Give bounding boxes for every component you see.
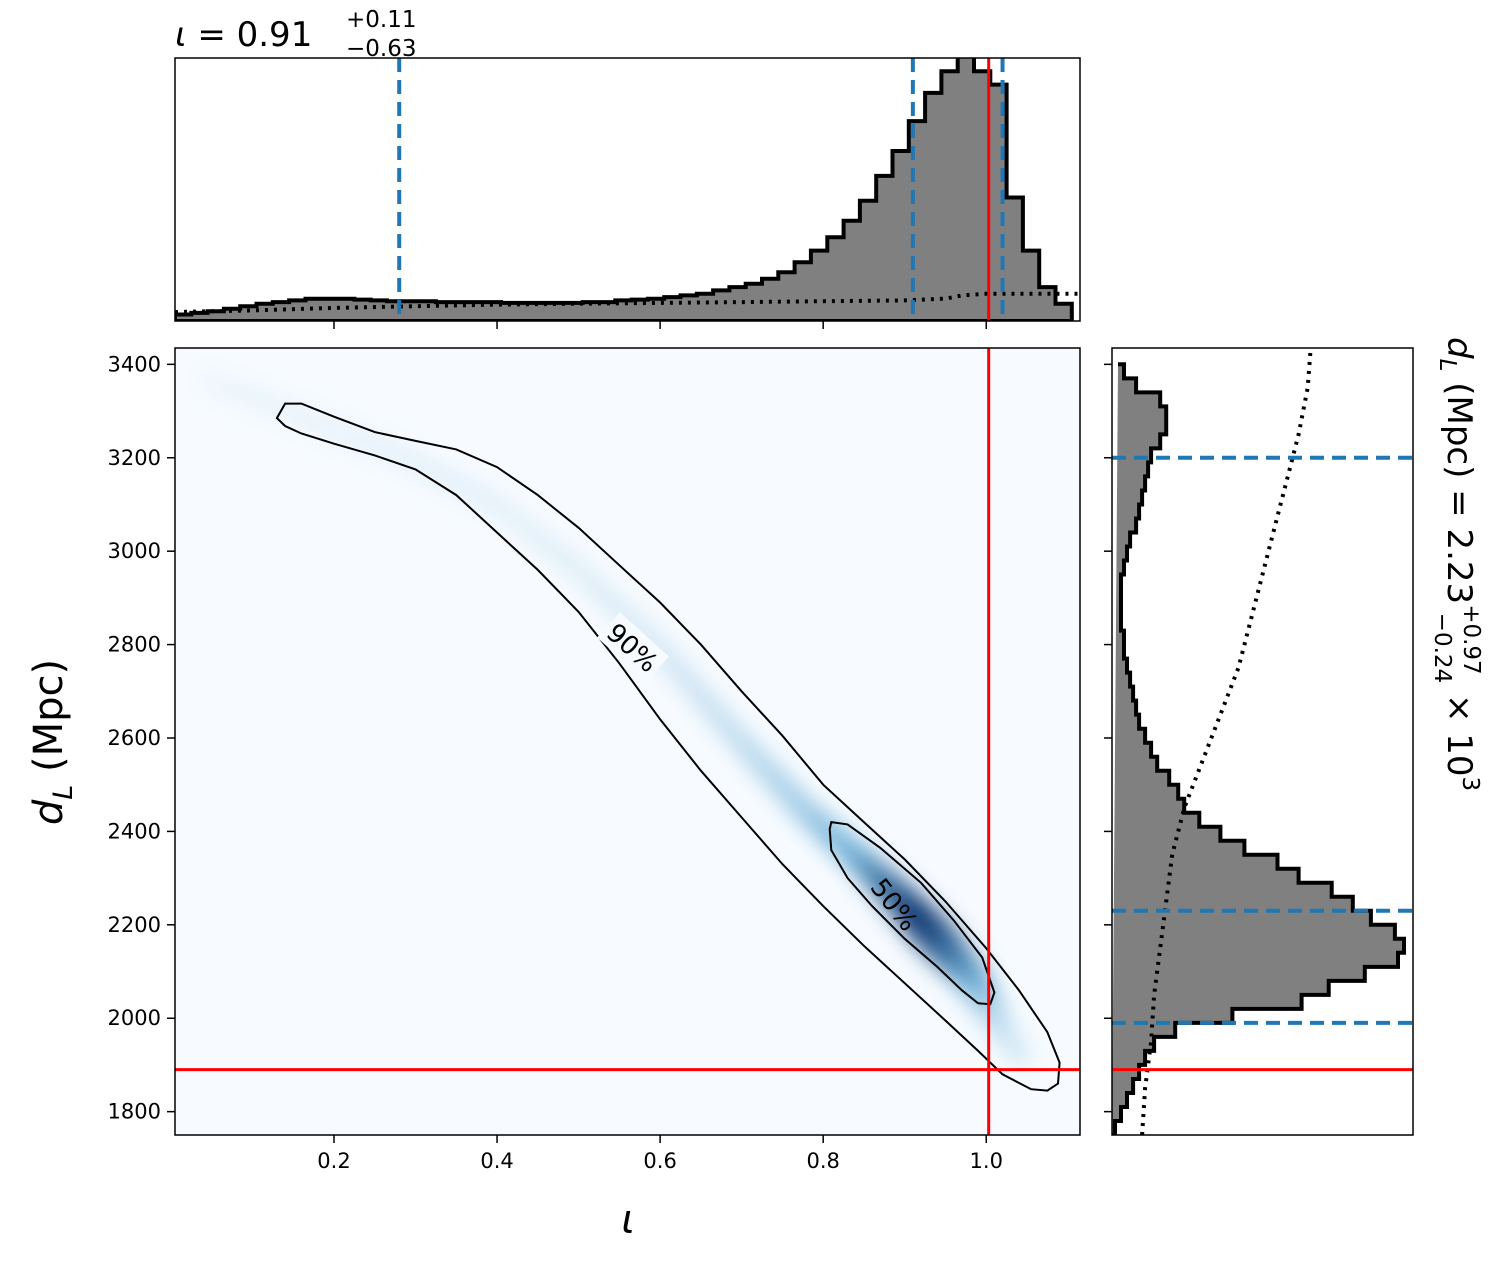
y-tick-label: 2600 [108, 726, 161, 750]
top-panel-ticks [333, 321, 987, 329]
top-prior-line [175, 291, 1080, 314]
y-tick-label: 2800 [108, 633, 161, 657]
x-tick-label: 0.2 [317, 1149, 350, 1173]
title-lower-error: −0.63 [346, 36, 416, 62]
y-tick-label: 2400 [108, 819, 161, 843]
y-axis-label-subscript: L [48, 785, 79, 800]
right-histogram [1112, 362, 1406, 1135]
right-title-exponent: 3 [1457, 777, 1483, 792]
right-title-symbol: d [1439, 337, 1479, 359]
right-title-lower-error: −0.24 [1429, 613, 1455, 683]
top-prior-curve [175, 291, 1080, 314]
joint-panel-frame [174, 347, 1081, 1136]
y-axis-label-unit: (Mpc) [26, 659, 72, 785]
density-cell [1001, 1035, 1031, 1067]
joint-x-ticks: 0.2 0.4 0.6 0.8 1.0 [317, 1135, 1003, 1173]
y-axis-label: dL (Mpc) [26, 659, 79, 825]
title-iota-symbol: ι [175, 15, 187, 55]
y-tick-label: 3000 [108, 539, 161, 563]
top-panel-frame [174, 57, 1081, 322]
top-histogram-bars [175, 58, 1074, 321]
title-upper-error: +0.11 [346, 7, 416, 33]
joint-panel: 0.2 0.4 0.6 0.8 1.0 1800 2000 2200 2400 2600 2800… [108, 347, 1081, 1173]
right-histogram-bars [1112, 362, 1406, 1135]
x-tick-label: 1.0 [970, 1149, 1003, 1173]
credible-contours [275, 402, 1061, 1092]
right-panel-ticks [1104, 363, 1112, 1113]
joint-injection-lines [175, 348, 1080, 1135]
right-panel-title: dL (Mpc) = 2.23+0.97−0.24 × 103 [1429, 337, 1484, 791]
y-tick-label: 2000 [108, 1006, 161, 1030]
right-panel-frame [1111, 347, 1414, 1136]
x-tick-label: 0.6 [643, 1149, 676, 1173]
joint-y-ticks: 1800 2000 2200 2400 2600 2800 3000 3200 3400 [108, 352, 175, 1124]
svg-text:ι = 0.91: ι = 0.91 [175, 15, 312, 55]
right-title-multiplier: × 10 [1439, 683, 1479, 776]
right-quantile-lines [1112, 455, 1413, 1025]
right-marginal-panel [1104, 347, 1414, 1136]
top-panel-title: ι = 0.91 +0.11 −0.63 [175, 7, 416, 62]
top-marginal-panel [174, 57, 1081, 329]
y-tick-label: 1800 [108, 1100, 161, 1124]
right-title-value: (Mpc) = 2.23 [1439, 371, 1479, 604]
right-title-upper-error: +0.97 [1458, 604, 1484, 674]
right-prior-curve [1140, 348, 1313, 1135]
contour-50 [828, 820, 996, 1006]
x-tick-label: 0.4 [480, 1149, 513, 1173]
density-heatmap [198, 369, 1031, 1067]
joint-panel-background [175, 348, 1080, 1135]
top-histogram [175, 58, 1074, 321]
x-tick-label: 0.8 [806, 1149, 839, 1173]
density-blur-group [198, 369, 1031, 1067]
y-tick-label: 3200 [108, 446, 161, 470]
right-title-subscript: L [1434, 359, 1460, 372]
x-axis-label: ι [621, 1197, 635, 1243]
contour-90 [275, 402, 1061, 1092]
y-tick-label: 2200 [108, 913, 161, 937]
title-value: = 0.91 [187, 15, 313, 55]
right-prior-line [1140, 348, 1313, 1135]
y-axis-label-symbol: d [26, 799, 72, 825]
y-tick-label: 3400 [108, 352, 161, 376]
